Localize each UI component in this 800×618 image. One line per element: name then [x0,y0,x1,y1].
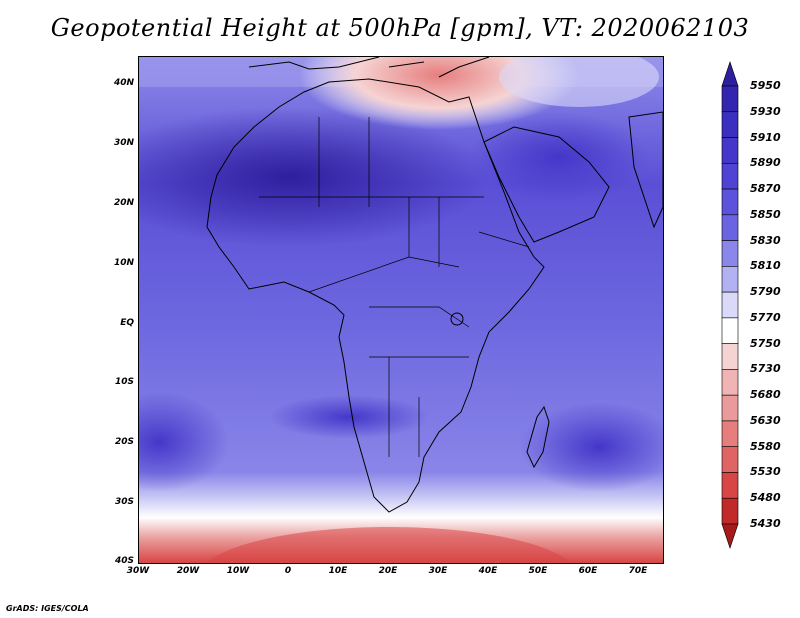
lon-label: 40E [478,566,498,576]
lon-label: 10W [226,566,250,576]
colorbar-label: 5530 [750,465,781,479]
lat-label: 10N [113,258,134,268]
lat-label: 30S [114,497,134,507]
colorbar-top-arrow [721,61,739,87]
geopotential-map [139,57,663,563]
colorbar-label: 5680 [750,388,781,402]
colorbar-label: 5850 [750,207,781,221]
colorbar-label: 5890 [750,156,781,170]
lat-label: 30N [113,138,134,148]
lon-label: 20E [378,566,398,576]
colorbar-swatch [721,394,739,422]
colorbar-swatch [721,446,739,473]
madagascar-outline [526,405,550,469]
colorbar-swatch [721,497,739,525]
colorbar-label: 5810 [750,259,781,273]
colorbar-swatch [721,343,739,370]
lat-label: 40N [113,78,134,88]
colorbar-swatch [721,137,739,164]
lon-label: 70E [628,566,648,576]
lon-label: 30E [428,566,448,576]
colorbar-swatch [721,472,739,499]
colorbar: 5950 5930 5910 5890 5870 5850 5830 5810 5790 5770… [720,56,800,556]
lat-label: 20S [114,437,134,447]
colorbar-label: 5480 [750,491,781,505]
colorbar-bottom-arrow [721,523,739,549]
colorbar-label: 5870 [750,182,781,196]
lon-label: 20W [176,566,200,576]
colorbar-swatch [721,317,739,344]
lon-label: 60E [578,566,598,576]
africa-coastline [206,78,545,513]
map-plot [138,56,664,564]
colorbar-label: 5830 [750,233,781,247]
colorbar-label: 5580 [750,439,781,453]
colorbar-label: 5770 [750,310,781,324]
colorbar-label: 5790 [750,285,781,299]
lat-label: EQ [120,318,134,328]
colorbar-swatch [721,266,739,293]
colorbar-swatch [721,111,739,138]
colorbar-label: 5930 [750,104,781,118]
colorbar-swatch [721,85,739,113]
colorbar-label: 5430 [750,517,781,530]
lat-label: 40S [114,556,134,566]
colorbar-label: 5730 [750,362,781,376]
lon-label: 50E [528,566,548,576]
lon-label: 0 [284,566,292,576]
colorbar-swatch [721,291,739,319]
india-outline [628,111,663,229]
lon-label: 30W [126,566,150,576]
colorbar-swatch [721,214,739,241]
map-title: Geopotential Height at 500hPa [gpm], VT:… [50,14,750,42]
colorbar-label: 5630 [750,413,781,427]
colorbar-label: 5750 [750,336,781,350]
colorbar-swatch [721,240,739,267]
colorbar-swatch [721,188,739,216]
lat-label: 20N [113,198,134,208]
lat-label: 10S [114,377,134,387]
colorbar-swatch [721,162,739,190]
colorbar-label: 5910 [750,130,781,144]
arabia-outline [483,126,610,243]
colorbar-swatches [721,61,739,549]
lon-label: 10E [328,566,348,576]
colorbar-swatch [721,420,739,448]
colorbar-label: 5950 [750,79,781,92]
credit-text: GrADS: IGES/COLA [6,604,89,613]
europe-outline [248,57,490,78]
colorbar-swatch [721,369,739,396]
